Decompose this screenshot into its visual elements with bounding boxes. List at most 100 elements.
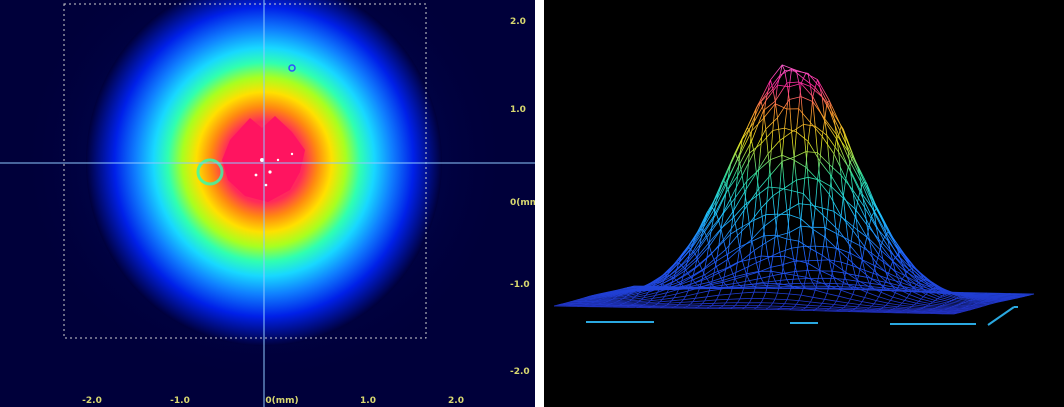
mesh-line xyxy=(753,100,767,123)
mesh-line xyxy=(899,304,912,307)
mesh-line xyxy=(871,211,875,217)
mesh-line xyxy=(690,232,703,250)
mesh-line xyxy=(713,299,717,304)
mesh-line xyxy=(702,272,715,280)
mesh-line xyxy=(824,236,837,249)
mesh-line xyxy=(765,117,778,130)
mesh-line xyxy=(868,225,882,246)
mesh-line xyxy=(723,222,736,241)
mesh-line xyxy=(878,296,891,301)
mesh-line xyxy=(796,176,809,181)
mesh-line xyxy=(831,304,835,308)
mesh-line xyxy=(739,241,752,248)
mesh-line xyxy=(805,263,809,278)
mesh-line xyxy=(664,270,677,280)
mesh-line xyxy=(784,108,788,129)
mesh-line xyxy=(873,265,877,275)
mesh-line xyxy=(845,167,849,179)
mesh-line xyxy=(847,150,861,177)
mesh-line xyxy=(805,260,818,262)
mesh-line xyxy=(899,284,912,292)
mesh-line xyxy=(800,96,813,102)
mesh-line xyxy=(901,275,905,280)
mesh-line xyxy=(953,313,957,315)
mesh-line xyxy=(716,246,720,262)
mesh-line xyxy=(779,273,783,284)
mesh-line xyxy=(838,295,851,300)
mesh-line xyxy=(864,297,877,301)
mesh-line xyxy=(753,107,757,123)
mesh-line xyxy=(979,298,992,301)
mesh-line xyxy=(697,290,710,294)
mesh-line xyxy=(744,273,748,286)
mesh-line xyxy=(751,121,755,132)
mesh-line xyxy=(963,296,976,300)
mesh-line xyxy=(876,208,889,233)
mesh-line xyxy=(791,246,804,249)
mesh-line xyxy=(1019,296,1023,298)
mesh-line xyxy=(901,278,915,289)
mesh-line xyxy=(690,276,694,285)
mesh-line xyxy=(777,292,790,295)
mesh-line xyxy=(821,120,825,137)
mesh-line xyxy=(977,298,990,301)
mesh-line xyxy=(968,306,980,308)
mesh-line xyxy=(774,214,778,236)
mesh-line xyxy=(956,298,969,302)
mesh-line xyxy=(845,220,849,240)
mesh-line xyxy=(904,300,917,304)
mesh-line xyxy=(906,269,910,273)
mesh-line xyxy=(1008,299,1011,301)
mesh-line xyxy=(781,128,785,156)
mesh-line xyxy=(817,179,830,195)
mesh-line xyxy=(812,227,816,247)
mesh-line xyxy=(965,306,978,309)
mesh-line xyxy=(958,297,971,301)
mesh-line xyxy=(855,286,868,293)
mesh-line xyxy=(803,246,807,261)
mesh-line xyxy=(814,207,828,220)
mesh-line xyxy=(643,295,656,299)
mesh-line xyxy=(735,275,748,280)
mesh-line xyxy=(909,307,922,309)
mesh-line xyxy=(784,187,788,211)
mesh-line xyxy=(897,284,901,289)
mesh-line xyxy=(887,278,891,284)
mesh-line xyxy=(701,269,705,280)
mesh-line xyxy=(706,246,719,258)
mesh-line xyxy=(692,300,705,303)
mesh-line xyxy=(975,299,987,302)
mesh-line xyxy=(746,169,759,182)
mesh-line xyxy=(708,228,722,247)
mesh-line xyxy=(744,262,757,269)
mesh-line xyxy=(845,220,858,231)
mesh-line xyxy=(737,259,750,263)
mesh-line xyxy=(779,283,792,287)
mesh-line xyxy=(683,297,696,300)
mesh-line xyxy=(772,275,776,282)
mesh-line xyxy=(977,302,990,305)
mesh-line xyxy=(650,283,663,290)
mesh-line xyxy=(671,266,684,278)
mesh-line xyxy=(800,83,814,97)
mesh-line xyxy=(730,266,734,275)
mesh-line xyxy=(869,307,882,310)
mesh-line xyxy=(828,194,842,217)
mesh-line xyxy=(847,162,851,168)
mesh-line xyxy=(775,298,787,300)
mesh-line xyxy=(725,177,729,193)
mesh-line xyxy=(730,218,734,235)
mesh-line xyxy=(765,242,769,258)
mesh-line xyxy=(831,186,844,199)
mesh-line xyxy=(760,118,764,144)
mesh-line xyxy=(838,216,842,231)
mesh-line xyxy=(664,292,668,297)
mesh-line xyxy=(678,276,691,283)
mesh-line xyxy=(916,284,929,293)
mesh-line xyxy=(793,157,797,181)
mesh-line xyxy=(897,255,910,271)
mesh-line xyxy=(695,278,708,284)
mesh-line xyxy=(845,178,858,203)
mesh-line xyxy=(741,175,745,192)
mesh-line xyxy=(859,191,872,217)
